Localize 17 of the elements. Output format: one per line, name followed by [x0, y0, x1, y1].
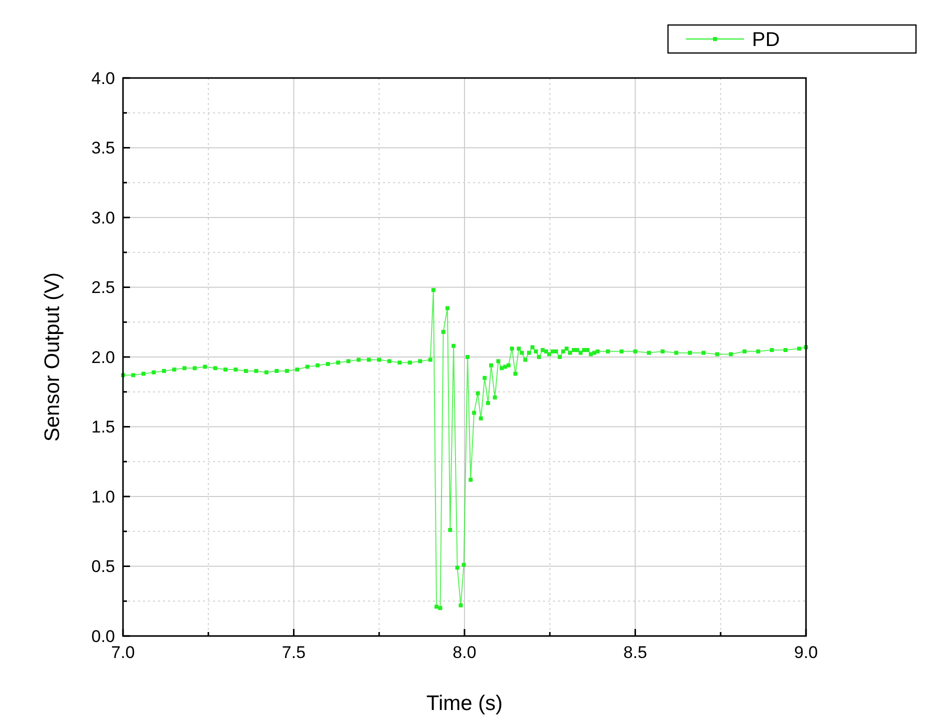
y-tick-label: 4.0: [91, 68, 115, 88]
y-tick-label: 0.5: [91, 557, 115, 576]
y-tick-label: 3.0: [91, 208, 115, 228]
y-tick-label: 1.0: [91, 487, 115, 506]
y-tick-label: 0.0: [91, 626, 115, 646]
x-tick-label: 7.5: [282, 643, 306, 662]
x-tick-label: 8.5: [623, 643, 648, 662]
x-tick-label: 8.0: [452, 643, 476, 662]
y-tick-label: 1.5: [91, 418, 115, 437]
y-tick-label: 2.5: [91, 278, 115, 298]
y-tick-label: 2.0: [91, 348, 115, 367]
y-axis-title: Sensor Output (V): [41, 272, 64, 442]
x-tick-label: 9.0: [794, 643, 818, 662]
x-tick-label: 7.0: [111, 643, 135, 662]
x-axis-title: Time (s): [426, 692, 503, 715]
legend-label: PD: [752, 29, 780, 51]
y-tick-label: 3.5: [91, 138, 115, 158]
